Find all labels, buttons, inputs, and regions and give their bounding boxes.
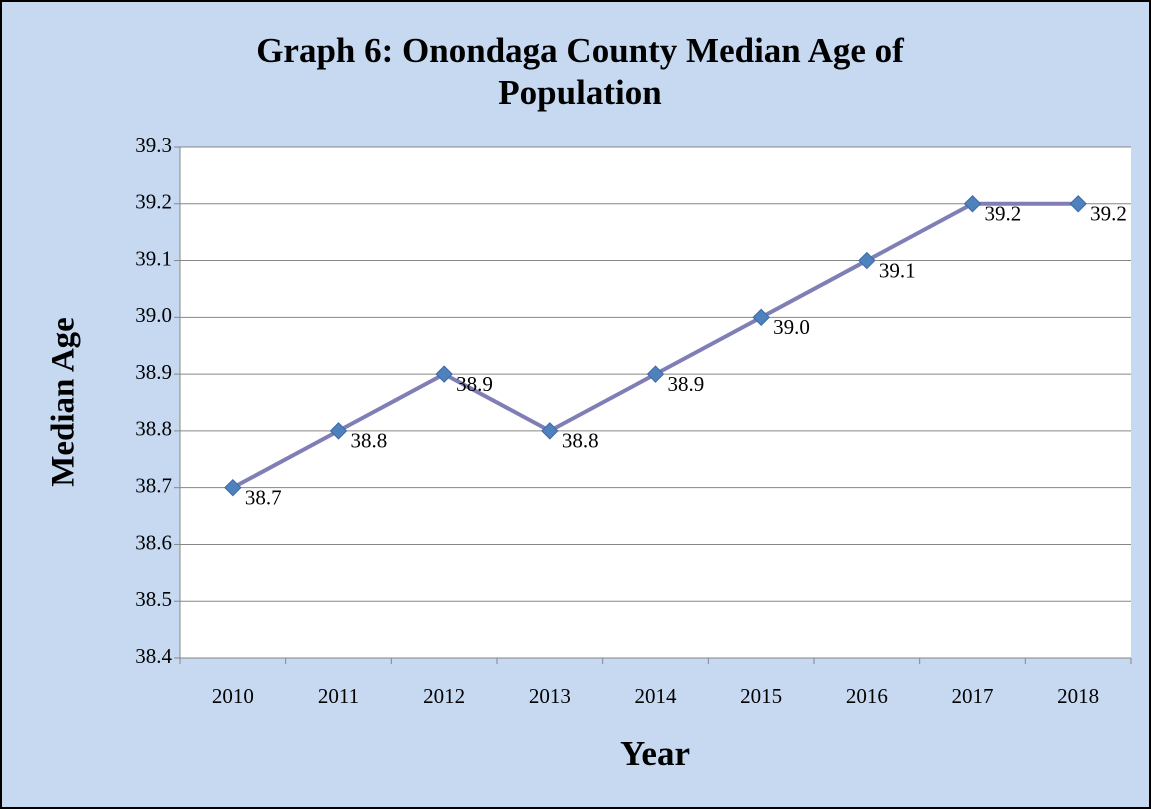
y-tick-label: 39.1 <box>135 246 172 270</box>
data-label: 38.7 <box>245 485 282 509</box>
x-axis-label: Year <box>620 734 690 773</box>
data-point <box>329 422 348 440</box>
y-tick-label: 38.5 <box>135 587 172 611</box>
x-tick-label: 2010 <box>212 684 254 708</box>
data-point <box>752 308 770 327</box>
y-tick-label: 39.0 <box>135 303 172 327</box>
x-tick-label: 2017 <box>952 684 994 708</box>
data-label: 38.9 <box>668 372 705 396</box>
data-label: 39.0 <box>773 315 810 339</box>
data-label: 38.8 <box>351 429 388 453</box>
chart-title: Graph 6: Onondaga County Median Age of P… <box>256 31 904 112</box>
y-tick-label: 39.2 <box>135 190 172 214</box>
y-axis-label: Median Age <box>46 317 82 487</box>
y-tick-label: 38.8 <box>135 417 172 441</box>
data-label: 38.8 <box>562 429 599 453</box>
x-tick-label: 2012 <box>423 684 465 708</box>
y-tick-label: 38.4 <box>135 644 172 668</box>
data-label: 38.9 <box>456 372 493 396</box>
data-point <box>963 195 982 213</box>
y-tick-label: 38.9 <box>135 360 172 384</box>
data-label: 39.2 <box>985 202 1022 226</box>
data-point <box>1069 195 1087 213</box>
x-tick-label: 2015 <box>740 684 782 708</box>
data-label: 39.2 <box>1090 202 1127 226</box>
y-tick-label: 38.7 <box>135 473 172 497</box>
y-tick-label: 38.6 <box>135 530 172 554</box>
x-tick-label: 2013 <box>529 684 571 708</box>
data-label: 39.1 <box>879 258 916 282</box>
data-point <box>541 422 559 440</box>
data-point <box>224 478 242 497</box>
data-point <box>646 365 665 383</box>
data-point <box>858 251 876 270</box>
data-point <box>435 365 453 383</box>
x-tick-label: 2018 <box>1057 684 1099 708</box>
x-tick-label: 2016 <box>846 684 888 708</box>
x-tick-label: 2014 <box>635 684 678 708</box>
y-tick-label: 39.3 <box>135 133 172 157</box>
x-tick-label: 2011 <box>318 684 359 708</box>
plot-area <box>180 147 1131 658</box>
